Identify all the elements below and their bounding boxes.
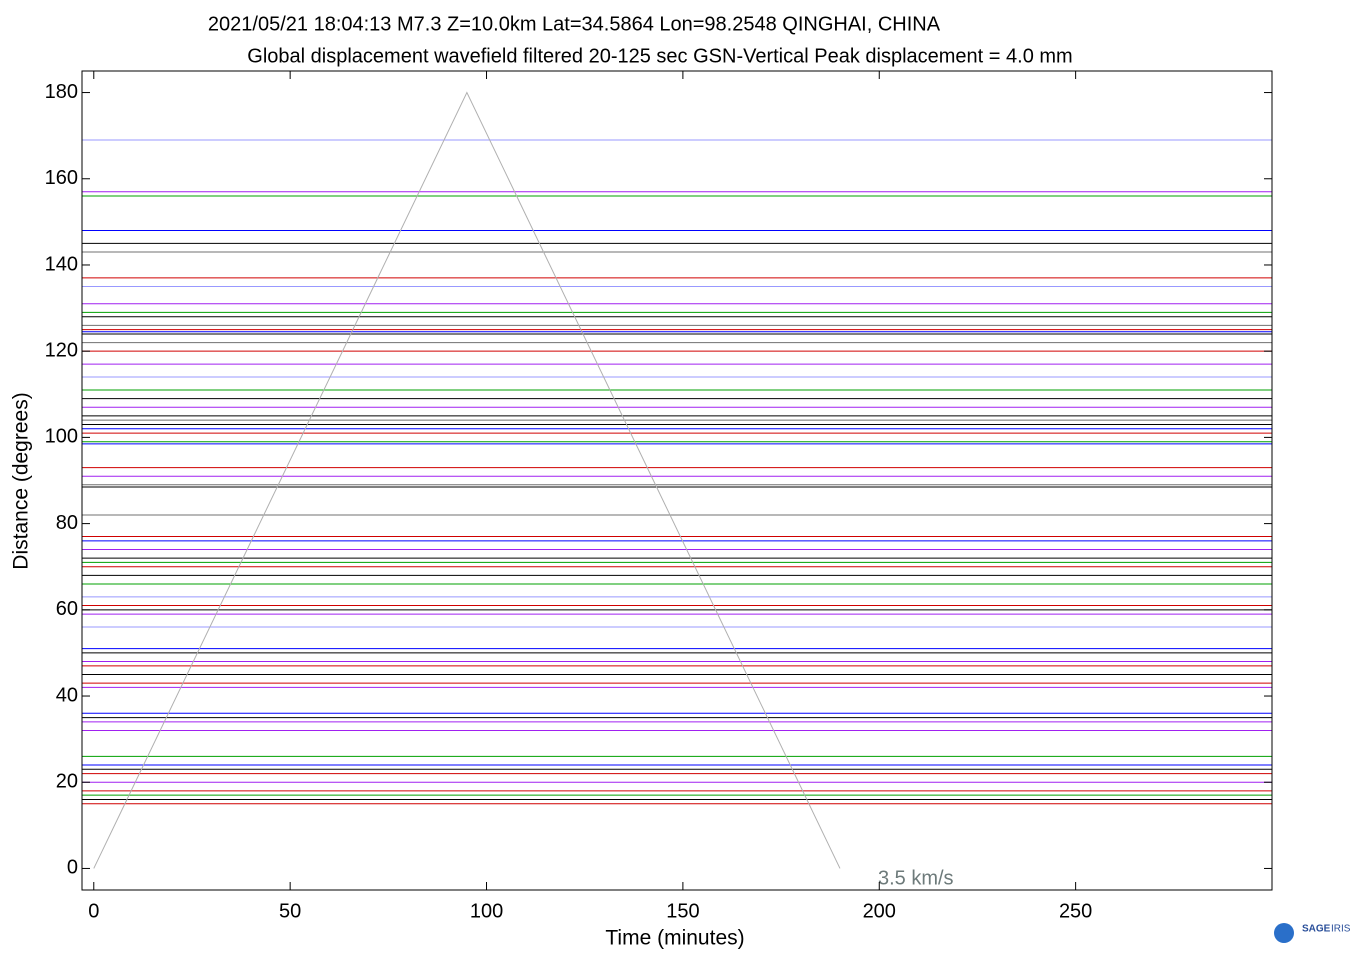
y-tick-label: 20	[56, 771, 78, 793]
y-tick-label: 40	[56, 684, 78, 706]
logo: SAGE IRIS	[1274, 923, 1351, 943]
x-tick-label: 0	[88, 900, 99, 922]
x-axis-label: Time (minutes)	[605, 927, 744, 950]
y-tick-label: 120	[45, 339, 78, 361]
logo-name: SAGE	[1302, 924, 1331, 935]
y-tick-label: 80	[56, 512, 78, 534]
chart-title: 2021/05/21 18:04:13 M7.3 Z=10.0km Lat=34…	[208, 13, 941, 35]
x-tick-label: 100	[470, 900, 503, 922]
logo-globe	[1274, 923, 1294, 943]
y-axis-label: Distance (degrees)	[10, 392, 33, 569]
reference-label: 3.5 km/s	[878, 867, 954, 889]
y-tick-label: 180	[45, 81, 78, 103]
plot-frame	[81, 70, 1273, 891]
y-tick-label: 0	[67, 857, 78, 879]
x-tick-label: 50	[279, 900, 301, 922]
x-tick-label: 150	[666, 900, 699, 922]
y-tick-label: 100	[45, 426, 78, 448]
x-tick-label: 200	[863, 900, 896, 922]
y-tick-label: 60	[56, 598, 78, 620]
y-tick-label: 140	[45, 253, 78, 275]
reference-line	[93, 91, 841, 869]
y-tick-label: 160	[45, 167, 78, 189]
x-tick-label: 250	[1059, 900, 1092, 922]
logo-sub: IRIS	[1331, 924, 1351, 935]
chart-subtitle: Global displacement wavefield filtered 2…	[247, 45, 1072, 67]
